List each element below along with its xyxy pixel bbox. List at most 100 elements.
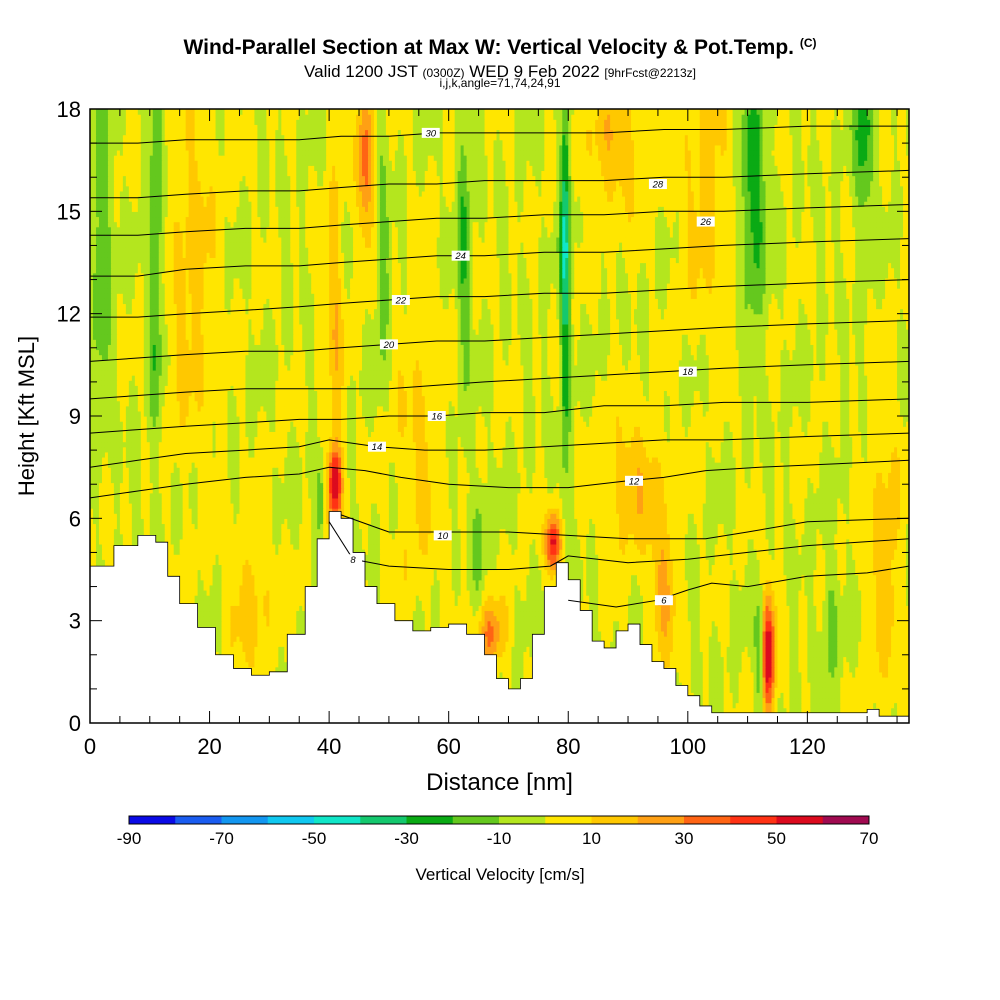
velocity-cell — [849, 697, 853, 704]
velocity-cell — [702, 692, 707, 699]
velocity-cell — [726, 707, 731, 714]
velocity-cell — [729, 692, 734, 699]
velocity-cell — [804, 697, 808, 704]
velocity-cell — [720, 682, 725, 688]
velocity-cell — [867, 676, 871, 683]
velocity-cell — [684, 671, 689, 678]
velocity-cell — [879, 697, 883, 704]
velocity-cell — [816, 702, 820, 709]
velocity-cell — [819, 687, 823, 693]
velocity-cell — [861, 682, 865, 688]
velocity-cell — [852, 707, 856, 714]
velocity-cell — [807, 682, 811, 688]
velocity-cell — [687, 676, 692, 683]
velocity-cell — [756, 692, 761, 699]
velocity-cell — [888, 702, 892, 709]
velocity-cell — [505, 661, 510, 668]
velocity-cell — [840, 707, 844, 714]
velocity-cell — [759, 707, 764, 714]
velocity-cell — [855, 707, 859, 714]
velocity-cell — [723, 707, 728, 714]
velocity-cell — [897, 687, 901, 693]
velocity-cell — [729, 702, 734, 709]
velocity-cell — [278, 666, 282, 673]
velocity-cell — [900, 671, 904, 678]
velocity-cell — [705, 682, 710, 688]
velocity-cell — [723, 692, 728, 699]
velocity-cell — [885, 682, 889, 688]
velocity-cell — [834, 697, 838, 704]
velocity-cell — [233, 661, 238, 668]
velocity-cell — [783, 682, 788, 688]
velocity-cell — [499, 666, 504, 673]
velocity-cell — [714, 671, 719, 678]
velocity-cell — [888, 666, 892, 673]
velocity-cell — [801, 682, 805, 688]
velocity-cell — [729, 671, 734, 678]
velocity-cell — [502, 666, 507, 673]
velocity-cell — [717, 687, 722, 693]
velocity-cell — [870, 676, 874, 683]
velocity-cell — [834, 692, 838, 699]
velocity-cell — [876, 671, 880, 678]
velocity-cell — [843, 702, 847, 709]
velocity-cell — [888, 676, 892, 683]
velocity-cell — [822, 671, 826, 678]
velocity-cell — [771, 687, 776, 693]
velocity-cell — [879, 676, 883, 683]
velocity-cell — [723, 697, 728, 704]
velocity-cell — [696, 687, 701, 693]
velocity-cell — [819, 666, 823, 673]
velocity-cell — [831, 682, 835, 688]
velocity-cell — [831, 697, 835, 704]
velocity-cell — [747, 682, 752, 688]
velocity-cell — [711, 687, 716, 693]
velocity-cell — [894, 687, 898, 693]
velocity-cell — [810, 682, 814, 688]
velocity-cell — [858, 692, 862, 699]
velocity-cell — [744, 687, 749, 693]
velocity-cell — [858, 671, 862, 678]
velocity-cell — [861, 697, 865, 704]
velocity-cell — [816, 676, 820, 683]
velocity-cell — [879, 712, 883, 719]
velocity-cell — [747, 697, 752, 704]
velocity-cell — [783, 666, 788, 673]
velocity-cell — [792, 676, 797, 683]
velocity-cell — [732, 702, 737, 709]
velocity-cell — [849, 707, 853, 714]
velocity-cell — [900, 702, 904, 709]
velocity-cell — [514, 682, 519, 688]
velocity-cell — [849, 687, 853, 693]
velocity-cell — [726, 682, 731, 688]
velocity-cell — [810, 707, 814, 714]
velocity-cell — [831, 676, 835, 683]
velocity-cell — [681, 676, 686, 683]
velocity-cell — [807, 671, 811, 678]
velocity-cell — [711, 682, 716, 688]
velocity-cell — [245, 661, 250, 668]
velocity-cell — [801, 666, 805, 673]
velocity-cell — [819, 682, 823, 688]
velocity-cell — [798, 692, 802, 699]
velocity-cell — [765, 676, 770, 683]
velocity-cell — [873, 692, 877, 699]
velocity-cell — [768, 687, 773, 693]
velocity-cell — [762, 702, 767, 709]
velocity-cell — [777, 687, 782, 693]
velocity-cell — [714, 697, 719, 704]
velocity-cell — [705, 676, 710, 683]
velocity-cell — [720, 692, 725, 699]
velocity-cell — [894, 702, 898, 709]
velocity-cell — [236, 661, 241, 668]
velocity-cell — [873, 666, 877, 673]
velocity-cell — [906, 666, 909, 673]
velocity-cell — [720, 702, 725, 709]
velocity-cell — [837, 682, 841, 688]
velocity-cell — [690, 682, 695, 688]
velocity-cell — [855, 676, 859, 683]
velocity-cell — [864, 676, 868, 683]
velocity-cell — [882, 671, 886, 678]
velocity-cell — [879, 692, 883, 699]
velocity-cell — [828, 697, 832, 704]
